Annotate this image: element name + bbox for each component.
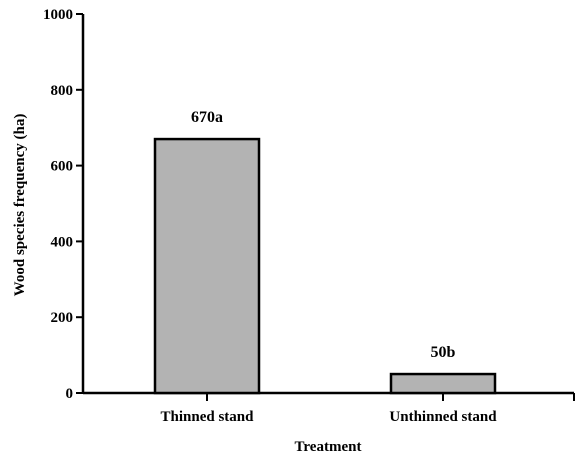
x-axis: Thinned stand Unthinned stand: [83, 391, 575, 425]
data-label: 670a: [191, 109, 223, 126]
y-tick-label: 0: [66, 386, 74, 402]
y-ticks: 0 200 400 600 800 1000: [43, 7, 83, 402]
y-tick-label: 1000: [43, 7, 73, 23]
y-tick-label: 200: [51, 310, 74, 326]
y-tick-label: 400: [51, 234, 74, 250]
x-ticks: Thinned stand Unthinned stand: [161, 393, 497, 425]
y-tick-label: 600: [51, 159, 74, 175]
x-tick-label: Unthinned stand: [389, 409, 497, 425]
bars: [153, 137, 497, 395]
bar: [153, 137, 261, 395]
data-label: 50b: [431, 344, 456, 361]
y-axis: 0 200 400 600 800 1000: [43, 7, 85, 402]
y-axis-title: Wood species frequency (ha): [12, 114, 28, 297]
bar: [389, 372, 497, 395]
y-tick-label: 800: [51, 83, 74, 99]
x-tick-label: Thinned stand: [161, 409, 255, 425]
x-axis-title: Treatment: [295, 439, 362, 455]
data-labels: 670a 50b: [191, 109, 456, 361]
